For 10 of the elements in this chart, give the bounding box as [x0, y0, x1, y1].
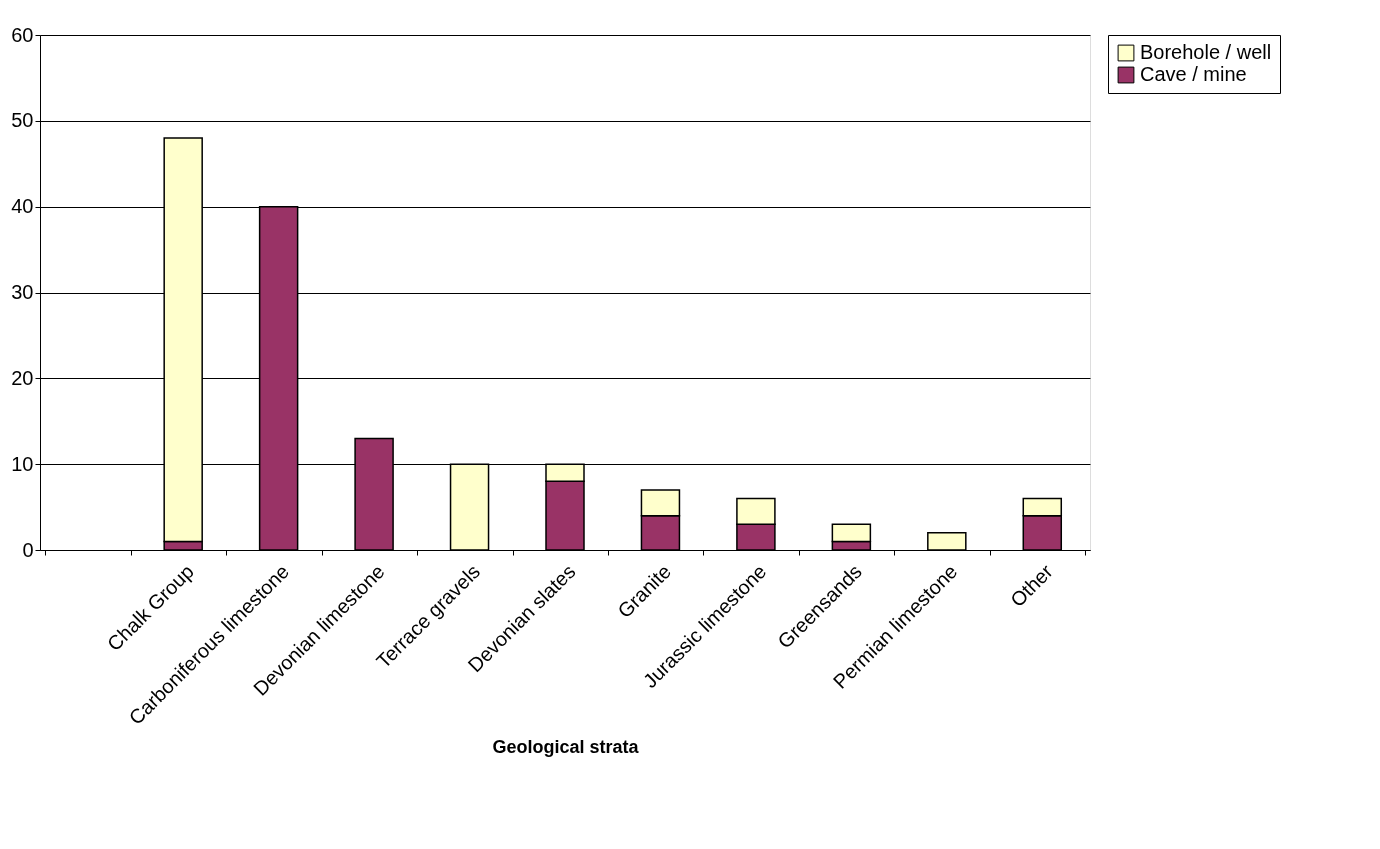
- y-tick-label: 50: [11, 109, 34, 132]
- y-tick-label: 20: [11, 366, 34, 389]
- y-tick-label: 40: [11, 195, 34, 218]
- y-tick-label: 0: [22, 538, 34, 561]
- y-tick-label: 60: [11, 23, 34, 46]
- legend-label: Cave / mine: [1140, 63, 1247, 85]
- y-tick-label: 10: [11, 452, 34, 475]
- y-tick-label: 30: [11, 281, 34, 303]
- legend-label: Borehole / well: [1140, 41, 1272, 63]
- x-axis-title: Geological strata: [492, 736, 640, 757]
